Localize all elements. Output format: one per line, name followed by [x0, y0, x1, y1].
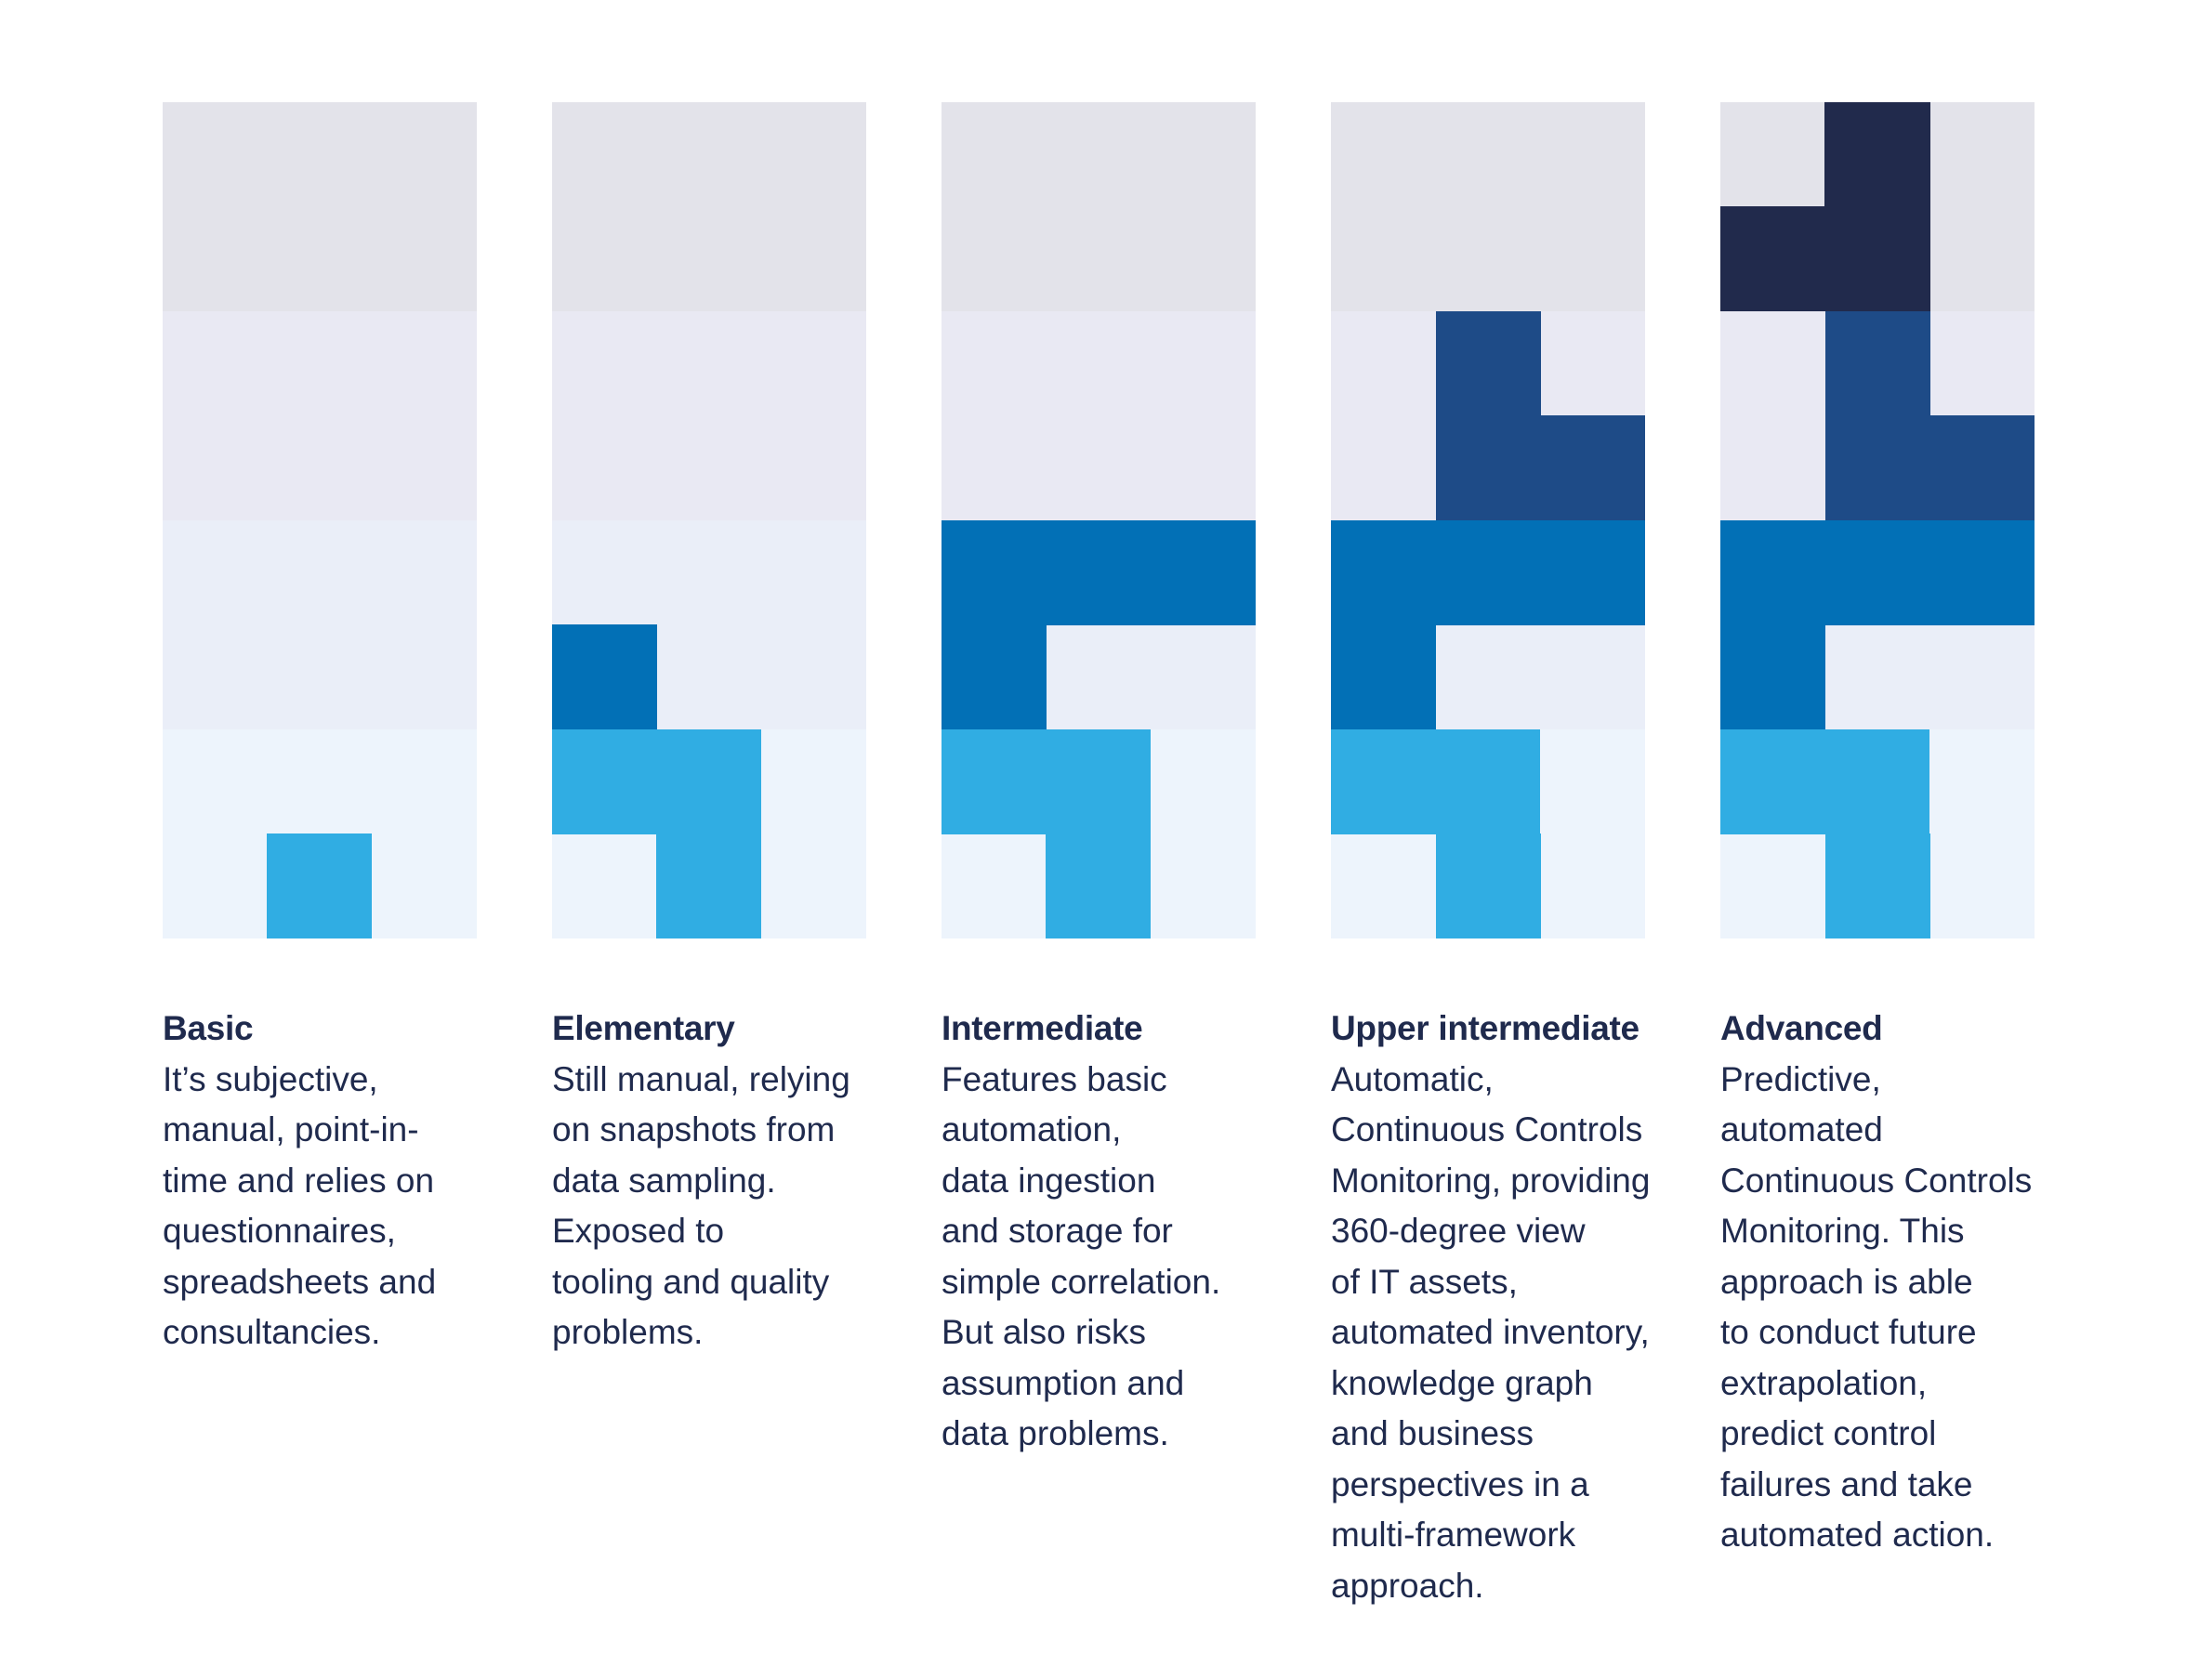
band-lower-mid [163, 520, 477, 729]
level-label: Upper intermediate Automatic, Continuous… [1331, 1004, 1666, 1611]
band-top [552, 102, 866, 311]
level-title: Intermediate [942, 1009, 1143, 1047]
level-description: Still manual, relying on snapshots from … [552, 1059, 850, 1352]
level-3-block [1436, 311, 1541, 416]
level-2-block [1331, 520, 1645, 625]
level-1-block [1825, 833, 1930, 938]
band-top [1331, 102, 1645, 311]
level-column-advanced: Advanced Predictive, automated Continuou… [1720, 102, 2035, 1554]
level-label: Basic It’s subjective, manual, point-in-… [163, 1004, 497, 1358]
band-upper-mid [163, 311, 477, 520]
level-4-block [1824, 102, 1930, 207]
level-1-block [1046, 833, 1151, 938]
level-description: It’s subjective, manual, point-in- time … [163, 1059, 437, 1352]
level-column-upper-intermediate: Upper intermediate Automatic, Continuous… [1331, 102, 1650, 1605]
level-label: Intermediate Features basic automation, … [942, 1004, 1276, 1460]
level-2-block [942, 624, 1047, 729]
level-title: Elementary [552, 1009, 735, 1047]
level-2-block [1331, 624, 1436, 729]
level-1-block [942, 729, 1151, 834]
level-column-elementary: Elementary Still manual, relying on snap… [552, 102, 866, 1351]
level-1-block [1436, 833, 1541, 938]
level-label: Advanced Predictive, automated Continuou… [1720, 1004, 2055, 1561]
level-1-block [1720, 729, 1929, 834]
band-upper-mid [552, 311, 866, 520]
maturity-block-graphic [163, 102, 477, 938]
band-top [942, 102, 1256, 311]
maturity-block-graphic [942, 102, 1256, 938]
level-description: Predictive, automated Continuous Control… [1720, 1059, 2033, 1555]
level-3-block [1825, 311, 1930, 416]
level-3-block [1436, 415, 1645, 520]
level-4-block [1720, 206, 1930, 311]
maturity-block-graphic [1331, 102, 1645, 938]
level-2-block [942, 520, 1256, 625]
level-2-block [1720, 624, 1825, 729]
level-description: Features basic automation, data ingestio… [942, 1059, 1221, 1453]
level-column-intermediate: Intermediate Features basic automation, … [942, 102, 1256, 1452]
maturity-block-graphic [552, 102, 866, 938]
level-column-basic: Basic It’s subjective, manual, point-in-… [163, 102, 477, 1351]
level-1-block [1331, 729, 1540, 834]
maturity-block-graphic [1720, 102, 2035, 938]
level-title: Advanced [1720, 1009, 1883, 1047]
level-label: Elementary Still manual, relying on snap… [552, 1004, 887, 1358]
level-title: Upper intermediate [1331, 1009, 1640, 1047]
level-1-block [552, 729, 761, 834]
level-title: Basic [163, 1009, 254, 1047]
level-3-block [1825, 415, 2035, 520]
level-1-block [267, 833, 372, 938]
level-description: Automatic, Continuous Controls Monitorin… [1331, 1059, 1651, 1605]
level-1-block [656, 833, 761, 938]
band-upper-mid [942, 311, 1256, 520]
level-2-block [1720, 520, 2035, 625]
band-top [163, 102, 477, 311]
level-2-block [552, 624, 657, 729]
